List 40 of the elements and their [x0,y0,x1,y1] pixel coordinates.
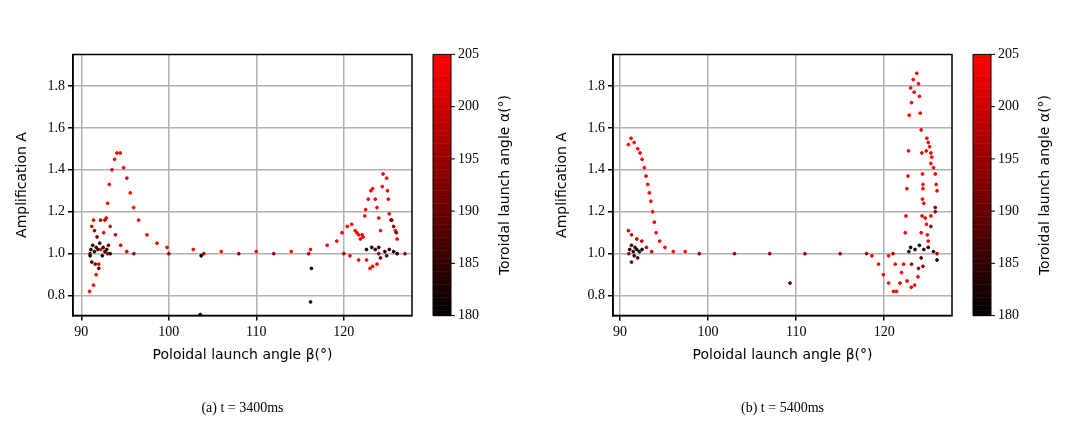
y-tick-label: 1.0 [587,245,605,261]
y-tick-label: 1.8 [587,77,605,93]
y-tick-label: 1.4 [587,161,605,177]
x-axis-title: Poloidal launch angle β(°) [692,345,873,362]
x-tick-label: 100 [158,323,180,339]
color-bar-label: 195 [998,150,1019,166]
color-bar-title: Toroidal launch angle α(°) [1035,94,1052,277]
x-axis-title: Poloidal launch angle β(°) [152,345,333,362]
text: (b) t = 5400ms [740,400,825,416]
y-tick-label: 0.8 [587,287,605,303]
color-bar-label: 205 [998,46,1019,62]
x-tick-label: 120 [333,323,355,339]
color-bar-label: 205 [458,46,479,62]
color-bar-title: Toroidal launch angle α(°) [495,94,512,277]
y-tick-label: 1.8 [47,77,65,93]
x-tick-label: 110 [246,323,267,339]
color-bar-label: 185 [458,255,479,271]
y-tick-label: 1.2 [587,203,605,219]
y-axis-title: Amplification A [553,131,570,238]
y-axis-title: Amplification A [13,131,30,238]
y-tick-label: 0.8 [47,287,65,303]
y-tick-label: 1.2 [47,203,65,219]
y-tick-label: 1.4 [47,161,65,177]
x-tick-label: 100 [697,323,719,339]
x-tick-label: 110 [785,323,807,339]
y-tick-label: 1.0 [47,245,65,261]
color-bar-label: 180 [458,307,479,323]
x-tick-label: 90 [613,323,628,339]
color-bar-label: 190 [998,202,1019,218]
y-tick-label: 1.6 [47,119,65,135]
x-tick-label: 90 [74,323,89,339]
x-tick-label: 120 [873,323,895,339]
color-bar-label: 200 [458,98,479,114]
text: (a) t = 3400ms [200,400,285,416]
color-bar-label: 185 [998,255,1019,271]
color-bar-label: 195 [458,150,479,166]
color-bar-label: 200 [998,98,1019,114]
y-tick-label: 1.6 [587,119,605,135]
color-bar-label: 190 [458,202,479,218]
color-bar-label: 180 [998,307,1019,323]
